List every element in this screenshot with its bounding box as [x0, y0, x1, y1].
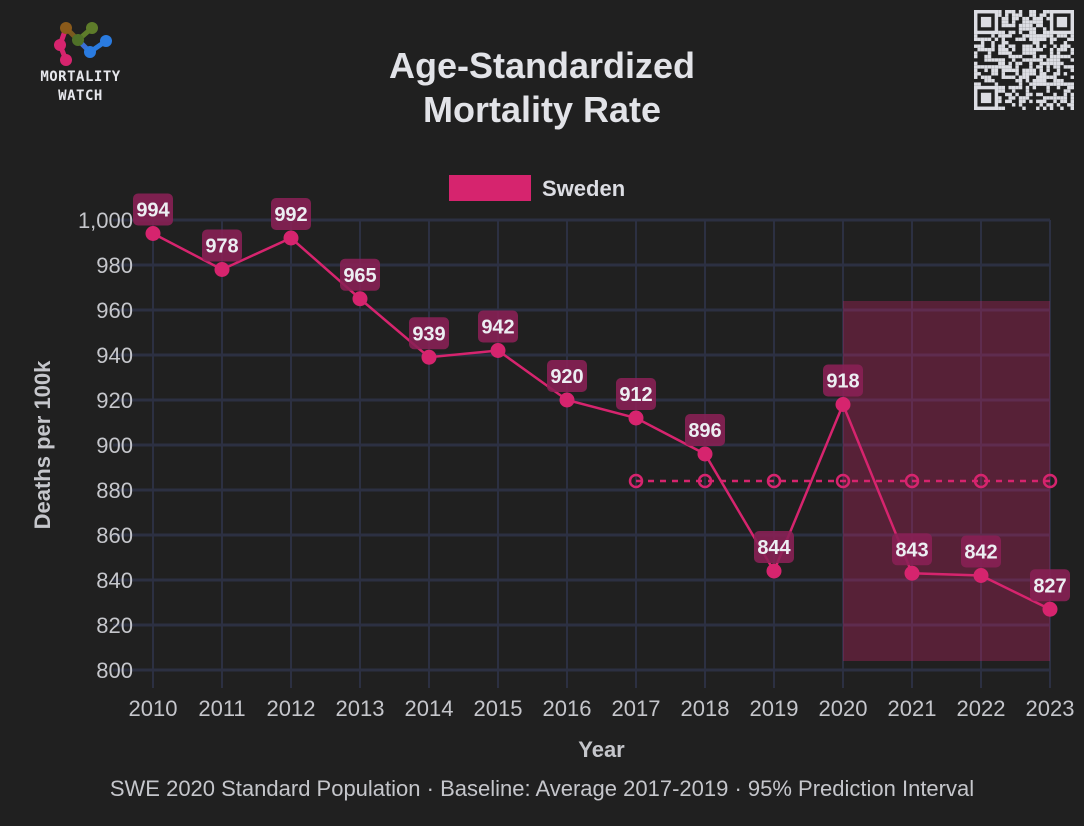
baseline-point	[766, 473, 782, 489]
legend-label-sweden: Sweden	[542, 176, 625, 201]
x-tick-label: 2014	[405, 696, 454, 721]
data-point	[1042, 601, 1058, 617]
baseline-point	[904, 473, 920, 489]
baseline-point	[1042, 473, 1058, 489]
data-label-bg	[1030, 569, 1070, 602]
data-label-bg	[685, 414, 725, 446]
y-tick-label: 860	[96, 523, 133, 548]
data-label-bg	[340, 258, 380, 291]
logo-text-line1: MORTALITY	[40, 69, 121, 85]
x-tick-label: 2012	[267, 696, 316, 721]
data-label: 994	[136, 200, 170, 222]
data-label: 912	[619, 384, 652, 406]
data-label-bg	[892, 533, 932, 566]
x-tick-label: 2017	[612, 696, 661, 721]
data-label: 965	[343, 265, 376, 287]
data-label: 992	[274, 204, 307, 226]
baseline-point	[835, 473, 851, 489]
data-label-bg	[478, 310, 518, 343]
baseline-point	[697, 473, 713, 489]
data-label: 843	[895, 539, 928, 561]
data-point	[283, 230, 299, 246]
data-point	[973, 568, 989, 583]
data-label: 842	[964, 542, 997, 564]
logo-text-line2: WATCH	[58, 88, 103, 104]
data-label: 896	[688, 420, 721, 442]
y-tick-label: 900	[96, 433, 133, 458]
data-label: 827	[1033, 575, 1066, 597]
chart-title-line2: Mortality Rate	[422, 89, 662, 130]
data-label-bg	[616, 378, 656, 410]
data-point	[559, 392, 575, 408]
x-tick-label: 2015	[474, 696, 523, 721]
mortality-watch-logo: MORTALITY WATCH	[18, 18, 143, 113]
data-label-bg	[202, 229, 242, 262]
baseline-point	[973, 473, 989, 489]
data-label-bg	[754, 531, 794, 563]
data-label-bg	[547, 360, 587, 392]
data-label: 939	[412, 323, 445, 345]
y-tick-label: 980	[96, 253, 133, 278]
baseline-point	[628, 473, 644, 489]
y-tick-label: 840	[96, 568, 133, 593]
y-tick-label: 960	[96, 298, 133, 323]
y-tick-label: 920	[96, 388, 133, 413]
x-tick-label: 2010	[129, 696, 178, 721]
data-point	[628, 410, 644, 426]
data-point	[766, 563, 782, 579]
y-tick-label: 880	[96, 478, 133, 503]
data-label-bg	[961, 535, 1001, 568]
data-point	[697, 446, 713, 462]
data-point	[421, 349, 437, 365]
data-point	[352, 291, 368, 307]
data-label: 978	[205, 236, 238, 258]
chart-title-line1: Age-Standardized	[388, 45, 696, 86]
data-label-bg	[409, 317, 449, 350]
legend-swatch-sweden	[449, 175, 531, 201]
y-tick-label: 800	[96, 658, 133, 683]
data-label-bg	[133, 193, 173, 226]
x-tick-label: 2013	[336, 696, 385, 721]
x-axis-title: Year	[578, 737, 625, 762]
data-point	[145, 226, 161, 241]
data-point	[904, 565, 920, 581]
data-label: 844	[757, 537, 791, 559]
data-label: 918	[826, 371, 859, 393]
chart: 800 820 840 860 880 900 920 940 960 980 1,000 2010 2…	[30, 175, 1075, 762]
data-label-bg	[271, 198, 311, 230]
x-tick-label: 2022	[957, 696, 1006, 721]
data-label: 942	[481, 317, 514, 339]
y-axis-title: Deaths per 100k	[30, 360, 55, 530]
x-tick-label: 2019	[750, 696, 799, 721]
x-tick-label: 2018	[681, 696, 730, 721]
data-point	[214, 262, 230, 277]
data-label-bg	[823, 364, 863, 397]
y-tick-label: 1,000	[78, 208, 133, 233]
x-tick-label: 2011	[198, 696, 245, 721]
logo-molecule-icon	[54, 22, 112, 66]
data-point	[490, 343, 506, 358]
data-point	[835, 397, 851, 412]
x-tick-label: 2020	[819, 696, 868, 721]
x-tick-label: 2023	[1026, 696, 1075, 721]
y-tick-label: 940	[96, 343, 133, 368]
chart-title: Age-Standardized Mortality Rate	[300, 44, 784, 132]
x-tick-label: 2021	[888, 696, 937, 721]
qr-code-icon[interactable]	[974, 10, 1074, 110]
chart-footnote: SWE 2020 Standard Population · Baseline:…	[109, 776, 975, 801]
data-label: 920	[550, 366, 583, 388]
y-tick-label: 820	[96, 613, 133, 638]
x-tick-label: 2016	[543, 696, 592, 721]
